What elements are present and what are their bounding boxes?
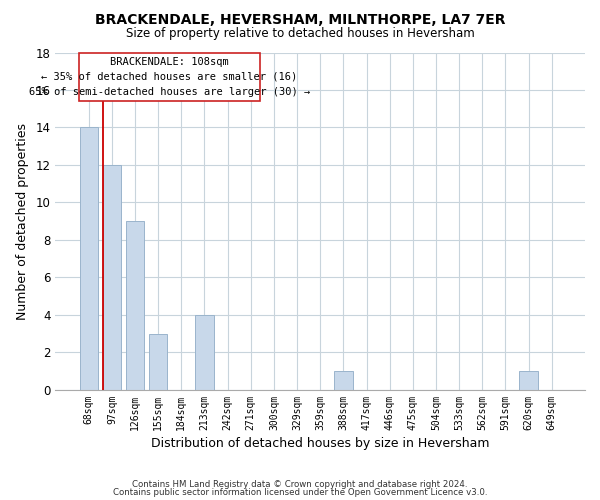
Bar <box>103 165 121 390</box>
Bar <box>126 221 145 390</box>
Text: Contains HM Land Registry data © Crown copyright and database right 2024.: Contains HM Land Registry data © Crown c… <box>132 480 468 489</box>
Text: BRACKENDALE: 108sqm
← 35% of detached houses are smaller (16)
65% of semi-detach: BRACKENDALE: 108sqm ← 35% of detached ho… <box>29 57 310 96</box>
Bar <box>334 371 353 390</box>
Bar <box>80 128 98 390</box>
Bar <box>519 371 538 390</box>
X-axis label: Distribution of detached houses by size in Heversham: Distribution of detached houses by size … <box>151 437 490 450</box>
Text: Size of property relative to detached houses in Heversham: Size of property relative to detached ho… <box>125 28 475 40</box>
Text: BRACKENDALE, HEVERSHAM, MILNTHORPE, LA7 7ER: BRACKENDALE, HEVERSHAM, MILNTHORPE, LA7 … <box>95 12 505 26</box>
FancyBboxPatch shape <box>79 52 260 101</box>
Y-axis label: Number of detached properties: Number of detached properties <box>16 122 29 320</box>
Bar <box>149 334 167 390</box>
Text: Contains public sector information licensed under the Open Government Licence v3: Contains public sector information licen… <box>113 488 487 497</box>
Bar <box>195 315 214 390</box>
